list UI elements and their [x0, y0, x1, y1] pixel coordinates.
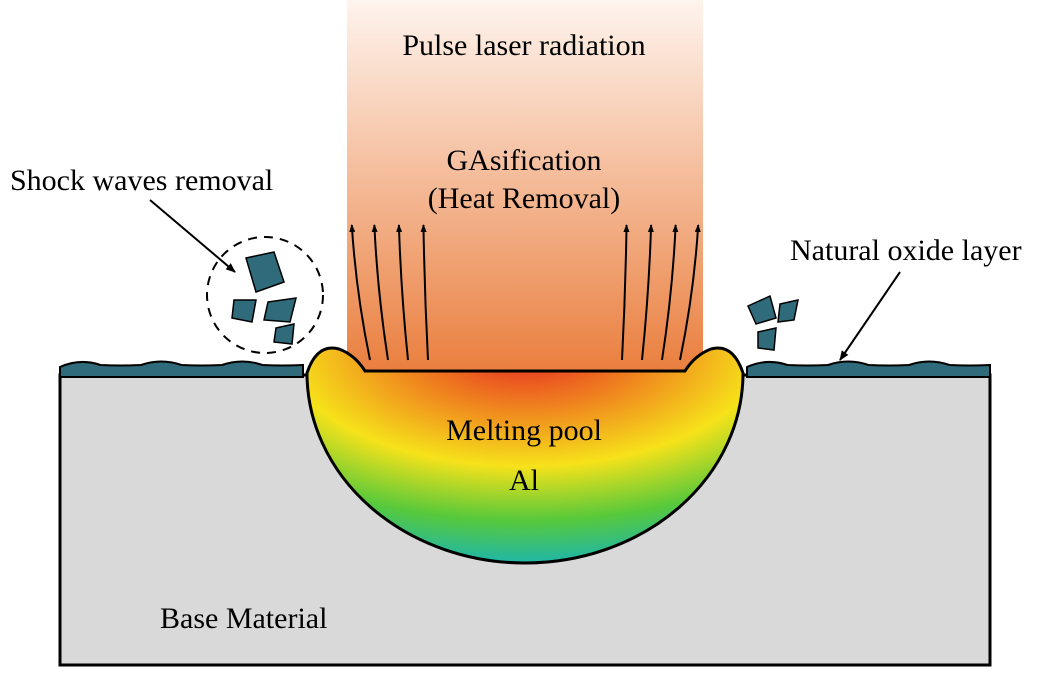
oxide-layer-left — [60, 362, 303, 378]
debris-right — [748, 296, 798, 350]
debris-left — [232, 252, 296, 344]
label-oxide: Natural oxide layer — [790, 234, 1022, 267]
label-shock: Shock waves removal — [10, 164, 273, 197]
label-base: Base Material — [160, 602, 327, 635]
oxide-layer-right — [747, 362, 990, 378]
label-title: Pulse laser radiation — [402, 29, 645, 62]
pointer-oxide — [840, 272, 900, 360]
label-gas1: GAsification — [447, 144, 602, 177]
label-melt: Melting pool — [446, 414, 602, 447]
label-gas2: (Heat Removal) — [428, 182, 620, 215]
label-al: Al — [509, 464, 539, 497]
pointer-shock — [150, 200, 235, 272]
